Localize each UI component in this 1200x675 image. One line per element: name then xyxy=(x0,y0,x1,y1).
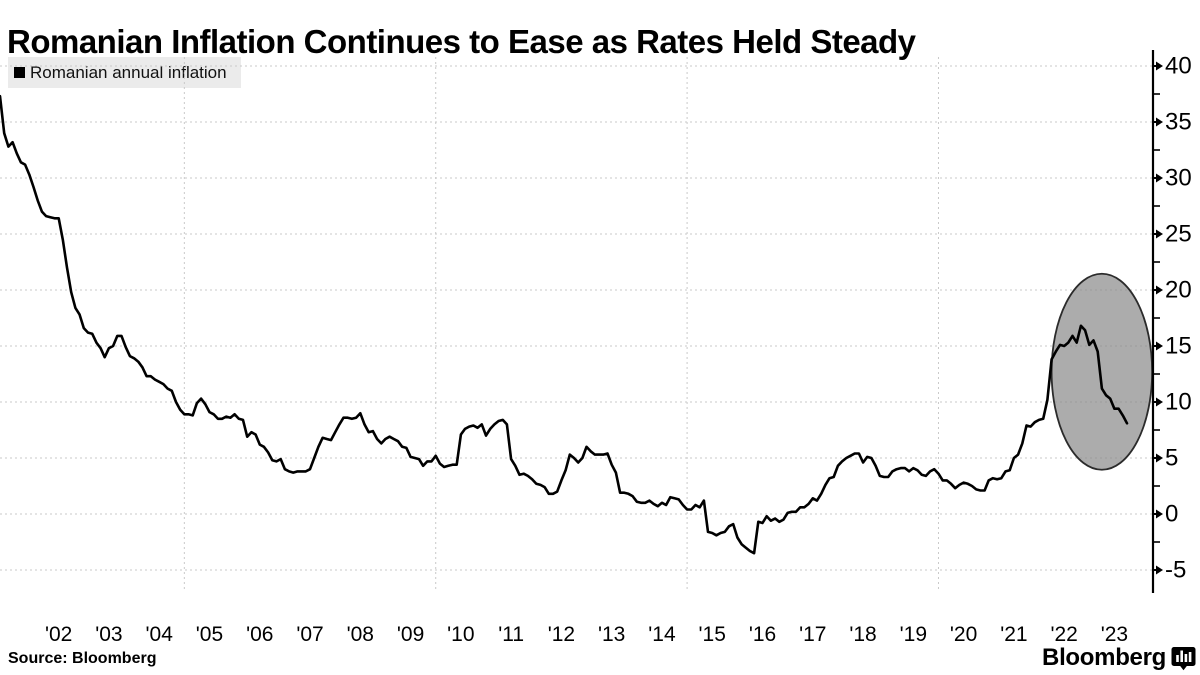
y-axis-tick-arrow xyxy=(1156,173,1163,183)
y-axis-tick-arrow xyxy=(1156,117,1163,127)
y-axis-tick-arrow xyxy=(1156,285,1163,295)
y-axis-label: -5 xyxy=(1165,557,1186,584)
x-axis-label: '16 xyxy=(749,623,776,646)
y-axis-label: 25 xyxy=(1165,221,1192,248)
inflation-line xyxy=(0,94,1129,555)
x-axis-label: '09 xyxy=(397,623,424,646)
x-axis-label: '14 xyxy=(648,623,676,646)
y-axis-label: 0 xyxy=(1165,501,1178,528)
x-axis-label: '21 xyxy=(1000,623,1027,646)
x-axis-label: '17 xyxy=(799,623,826,646)
x-axis-label: '19 xyxy=(900,623,927,646)
x-axis-label: '22 xyxy=(1050,623,1077,646)
legend-marker-square xyxy=(14,67,25,78)
y-axis-label: 15 xyxy=(1165,333,1192,360)
y-axis-label: 20 xyxy=(1165,277,1192,304)
y-axis-label: 30 xyxy=(1165,165,1192,192)
chart-title: Romanian Inflation Continues to Ease as … xyxy=(7,23,916,61)
y-axis-tick-arrow xyxy=(1156,509,1163,519)
source-attribution: Source: Bloomberg xyxy=(8,650,157,667)
x-axis-label: '05 xyxy=(196,623,223,646)
x-axis-label: '20 xyxy=(950,623,977,646)
x-axis-label: '07 xyxy=(296,623,323,646)
bloomberg-chart-icon xyxy=(1171,646,1196,670)
x-axis-label: '18 xyxy=(849,623,876,646)
x-axis-label: '06 xyxy=(246,623,273,646)
y-axis-tick-arrow xyxy=(1156,565,1163,575)
y-axis-tick-arrow xyxy=(1156,229,1163,239)
x-axis-label: '02 xyxy=(45,623,72,646)
bloomberg-logo: Bloomberg xyxy=(1042,644,1196,672)
y-axis-label: 35 xyxy=(1165,109,1192,136)
x-axis-label: '23 xyxy=(1101,623,1128,646)
y-axis-tick-arrow xyxy=(1156,453,1163,463)
y-axis-tick-arrow xyxy=(1156,61,1163,71)
y-axis-tick-arrow xyxy=(1156,341,1163,351)
x-axis-label: '12 xyxy=(548,623,575,646)
bloomberg-wordmark: Bloomberg xyxy=(1042,644,1166,671)
x-axis-label: '13 xyxy=(598,623,625,646)
y-axis-tick-arrow xyxy=(1156,397,1163,407)
y-axis-label: 10 xyxy=(1165,389,1192,416)
x-axis-label: '08 xyxy=(347,623,374,646)
x-axis-label: '03 xyxy=(95,623,122,646)
y-axis-label: 5 xyxy=(1165,445,1178,472)
x-axis-label: '10 xyxy=(447,623,474,646)
legend-label: Romanian annual inflation xyxy=(30,62,227,82)
x-axis-label: '11 xyxy=(498,623,524,646)
x-axis-label: '15 xyxy=(699,623,726,646)
legend: Romanian annual inflation xyxy=(8,57,241,88)
highlight-ellipse xyxy=(1050,272,1154,471)
y-axis-label: 40 xyxy=(1165,53,1192,80)
x-axis-label: '04 xyxy=(146,623,174,646)
